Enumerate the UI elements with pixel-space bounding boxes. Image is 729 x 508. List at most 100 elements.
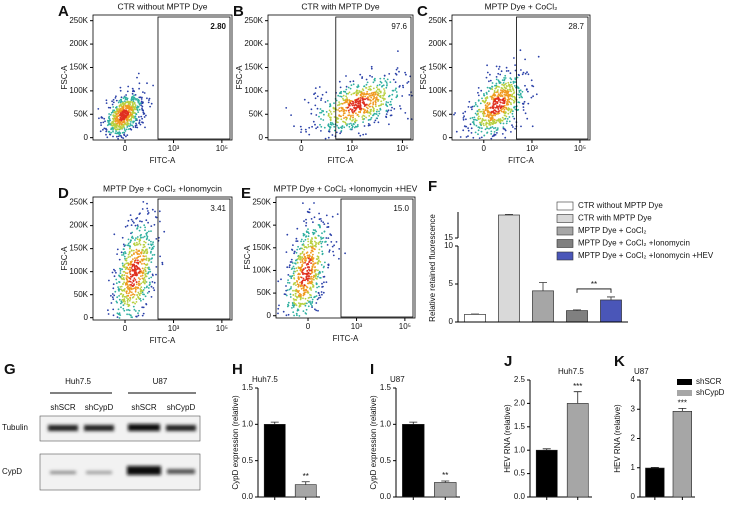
event-dot: [395, 89, 397, 91]
event-dot: [377, 88, 379, 90]
event-dot: [380, 92, 382, 94]
event-dot: [333, 102, 335, 104]
event-dot: [500, 110, 502, 112]
event-dot: [304, 292, 306, 294]
event-dot: [368, 119, 370, 121]
x-axis-label: FITC-A: [508, 156, 534, 165]
event-dot: [321, 251, 323, 253]
band: [86, 471, 112, 474]
event-dot: [297, 262, 299, 264]
event-dot: [363, 86, 365, 88]
event-dot: [136, 217, 138, 219]
event-dot: [121, 96, 123, 98]
event-dot: [509, 121, 511, 123]
event-dot: [502, 92, 504, 94]
event-dot: [501, 70, 503, 72]
event-dot: [129, 246, 131, 248]
event-dot: [137, 292, 139, 294]
event-dot: [142, 258, 144, 260]
event-dot: [318, 213, 320, 215]
event-dot: [146, 250, 148, 252]
y-tick-label: 0: [259, 133, 264, 142]
event-dot: [106, 136, 108, 138]
event-dot: [385, 116, 387, 118]
event-dot: [513, 57, 515, 59]
event-dot: [340, 116, 342, 118]
event-dot: [295, 284, 297, 286]
y-tick-label: 250K: [69, 198, 88, 207]
event-dot: [497, 127, 499, 129]
event-dot: [140, 237, 142, 239]
event-dot: [391, 94, 393, 96]
event-dot: [291, 259, 293, 261]
event-dot: [139, 82, 141, 84]
event-dot: [488, 119, 490, 121]
significance-bracket: [577, 289, 611, 293]
event-dot: [127, 298, 129, 300]
event-dot: [124, 271, 126, 273]
event-dot: [487, 102, 489, 104]
event-dot: [362, 118, 364, 120]
event-dot: [140, 116, 142, 118]
event-dot: [115, 272, 117, 274]
event-dot: [504, 92, 506, 94]
legend-label: MPTP Dye + CoCl₂: [578, 226, 647, 235]
event-dot: [132, 121, 134, 123]
event-dot: [301, 266, 303, 268]
event-dot: [308, 246, 310, 248]
plot-title: CTR with MPTP Dye: [301, 1, 380, 11]
y-tick-label: 1.0: [514, 445, 526, 454]
event-dot: [293, 266, 295, 268]
event-dot: [390, 110, 392, 112]
error-bar: [271, 422, 279, 424]
event-dot: [332, 246, 334, 248]
event-dot: [509, 116, 511, 118]
y-tick-label: 0.5: [514, 469, 526, 478]
event-dot: [366, 91, 368, 93]
event-dot: [305, 129, 307, 131]
event-dot: [378, 105, 380, 107]
event-dot: [139, 119, 141, 121]
event-dot: [149, 284, 151, 286]
event-dot: [319, 227, 321, 229]
event-dot: [333, 255, 335, 257]
density-cloud: [285, 50, 412, 139]
event-dot: [290, 286, 292, 288]
event-dot: [483, 115, 485, 117]
event-dot: [406, 82, 408, 84]
event-dot: [130, 214, 132, 216]
event-dot: [326, 226, 328, 228]
event-dot: [119, 281, 121, 283]
event-dot: [123, 277, 125, 279]
event-dot: [280, 278, 282, 280]
event-dot: [140, 227, 142, 229]
event-dot: [392, 90, 394, 92]
event-dot: [327, 100, 329, 102]
event-dot: [337, 213, 339, 215]
event-dot: [380, 100, 382, 102]
event-dot: [129, 125, 131, 127]
event-dot: [308, 102, 310, 104]
event-dot: [513, 106, 515, 108]
event-dot: [121, 286, 123, 288]
event-dot: [138, 240, 140, 242]
event-dot: [129, 270, 131, 272]
y-tick-label: 0: [267, 311, 272, 320]
event-dot: [345, 110, 347, 112]
event-dot: [477, 113, 479, 115]
event-dot: [141, 263, 143, 265]
event-dot: [466, 136, 468, 138]
plot-frame: [93, 197, 232, 320]
event-dot: [336, 125, 338, 127]
event-dot: [124, 301, 126, 303]
event-dot: [315, 231, 317, 233]
event-dot: [310, 252, 312, 254]
event-dot: [300, 126, 302, 128]
event-dot: [502, 117, 504, 119]
event-dot: [296, 249, 298, 251]
event-dot: [313, 233, 315, 235]
event-dot: [152, 209, 154, 211]
event-dot: [140, 283, 142, 285]
event-dot: [118, 308, 120, 310]
event-dot: [511, 86, 513, 88]
